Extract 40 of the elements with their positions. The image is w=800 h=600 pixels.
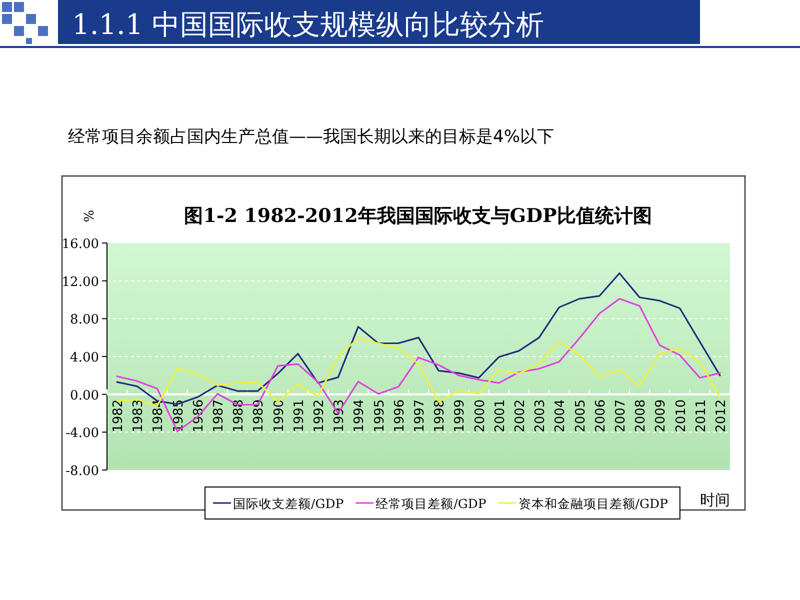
x-tick-label: 2003 [533, 399, 548, 432]
x-tick-label: 2004 [553, 399, 568, 432]
x-tick-label: 1996 [392, 399, 408, 432]
x-tick-label: 1999 [452, 399, 468, 432]
x-axis-title: 时间 [700, 491, 730, 509]
x-tick-label: 1998 [432, 399, 448, 432]
x-tick-label: 2010 [674, 399, 689, 432]
text: 经常项目余额占国内生产总值——我国长期以来的目标是4%以下 [68, 127, 554, 147]
x-tick-label: 2007 [613, 399, 628, 432]
y-tick-label: 4.00 [70, 350, 99, 366]
text: 1.1.1 中国国际收支规模纵向比较分析 [72, 8, 544, 41]
y-tick-label: -4.00 [66, 426, 99, 442]
x-tick-label: 1997 [412, 399, 428, 432]
y-tick-label: -8.00 [66, 464, 99, 479]
x-tick-label: 1983 [131, 399, 146, 432]
y-tick-label: 0.00 [70, 388, 99, 404]
x-tick-label: 1990 [272, 399, 287, 432]
x-tick-label: 2011 [694, 399, 709, 432]
x-tick-label: 2005 [573, 399, 588, 432]
legend-label: 经常项目差额/GDP [376, 496, 486, 511]
x-tick-label: 2012 [714, 399, 729, 432]
x-tick-label: 2002 [512, 399, 528, 432]
x-tick-label: 1991 [292, 399, 307, 432]
y-tick-label: 8.00 [70, 312, 99, 328]
x-tick-label: 1995 [372, 399, 388, 432]
x-tick-label: 2006 [593, 399, 608, 432]
x-tick-label: 1992 [312, 399, 328, 432]
y-tick-label: 12.00 [62, 274, 99, 290]
x-tick-label: 2009 [654, 399, 669, 432]
y-tick-label: 16.00 [62, 237, 99, 252]
legend-label: 资本和金融项目差额/GDP [518, 496, 668, 511]
x-tick-label: 2000 [472, 399, 488, 432]
x-tick-label: 1987 [212, 399, 227, 432]
legend-label: 国际收支差额/GDP [233, 496, 344, 511]
x-tick-label: 1982 [111, 399, 126, 432]
y-axis-title: % [80, 210, 95, 222]
x-tick-label: 1994 [352, 399, 368, 432]
x-tick-label: 2001 [492, 399, 508, 432]
x-tick-label: 2008 [634, 399, 649, 432]
chart-title: 图1-2 1982-2012年我国国际收支与GDP比值统计图 [184, 205, 652, 227]
